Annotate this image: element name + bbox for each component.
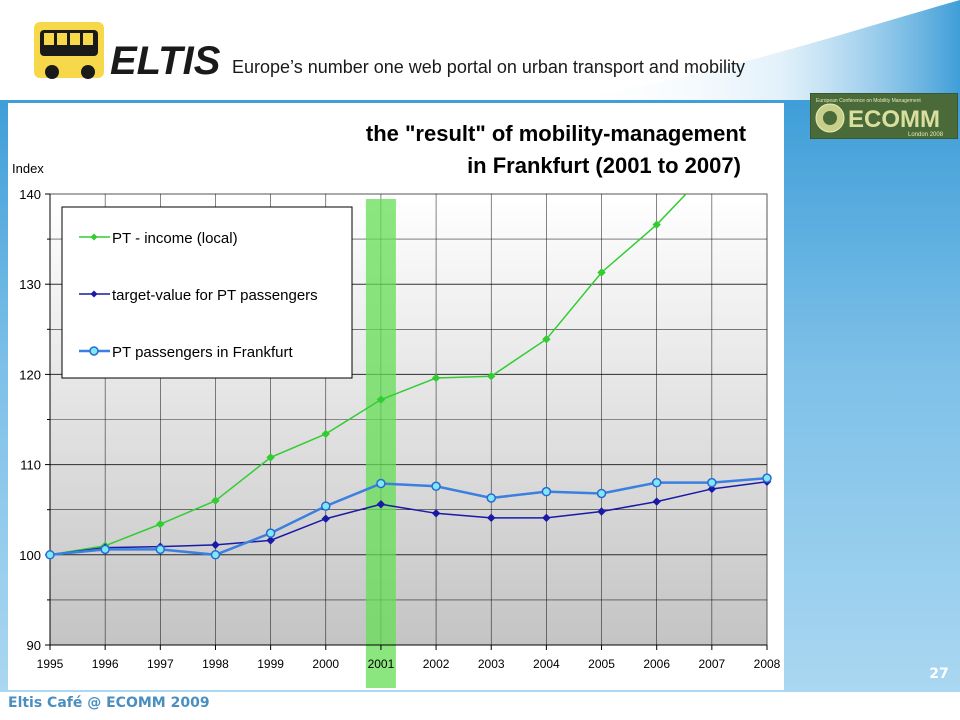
point-passengers — [45, 550, 55, 560]
y-axis-label: Index — [12, 161, 44, 176]
x-tick-label: 1999 — [257, 657, 284, 671]
legend-box — [61, 206, 353, 379]
point-target — [321, 514, 330, 523]
axes: 90 100 110 120 130 140 1995 1996 1997 1998 1999 200… — [19, 187, 780, 671]
point-passengers — [265, 528, 276, 538]
point-passengers — [210, 550, 221, 560]
point-income — [487, 371, 496, 381]
x-tick-label: 2004 — [533, 657, 560, 671]
point-passengers — [541, 486, 552, 497]
highlight-band-2001 — [365, 199, 396, 688]
x-tick-label: 2007 — [698, 657, 725, 671]
ecomm-logo: European Conference on Mobility Manageme… — [810, 93, 958, 139]
legend-label-income: PT - income (local) — [112, 230, 238, 247]
point-target — [652, 497, 661, 506]
bus-logo-icon — [34, 22, 104, 79]
point-income — [597, 268, 606, 277]
point-income — [156, 519, 165, 529]
footer-text: Eltis Café @ ECOMM 2009 — [8, 695, 210, 711]
header-graphics: ELTIS Europe’s number one web portal on … — [34, 0, 960, 100]
legend-label-target: target-value for PT passengers — [112, 287, 318, 304]
y-tick-label: 130 — [19, 277, 41, 292]
point-target — [707, 484, 717, 494]
point-passengers — [321, 501, 331, 511]
y-tick-label: 90 — [27, 638, 41, 653]
y-tick-label: 100 — [19, 548, 41, 563]
header-tagline: Europe’s number one web portal on urban … — [232, 57, 745, 77]
chart-title-line1: the "result" of mobility-management — [366, 121, 747, 146]
x-tick-label: 2000 — [312, 657, 339, 671]
ecomm-location: London 2008 — [908, 132, 944, 138]
point-passengers — [155, 544, 166, 555]
x-tick-label: 1997 — [147, 657, 174, 671]
series-line-income — [49, 194, 688, 556]
series-line-passengers — [49, 476, 768, 557]
slide-number: 27 — [929, 666, 949, 682]
point-income — [652, 220, 661, 229]
legend-marker-target — [90, 290, 98, 298]
eltis-logo-text: ELTIS — [110, 39, 221, 83]
point-passengers — [431, 481, 441, 491]
point-income — [431, 373, 441, 383]
point-income — [542, 335, 551, 344]
legend-marker-income — [90, 233, 98, 241]
legend: PT - income (local) target-value for PT p… — [61, 206, 353, 379]
point-passengers — [376, 478, 386, 489]
chart-title-line2: in Frankfurt (2001 to 2007) — [467, 153, 741, 178]
point-income — [266, 453, 275, 462]
ecomm-logo-text: ECOMM — [848, 106, 940, 133]
point-income — [211, 496, 220, 505]
x-tick-label: 1996 — [92, 657, 119, 671]
point-target — [211, 540, 220, 550]
x-tick-label: 1998 — [202, 657, 229, 671]
footer: Eltis Café @ ECOMM 2009 — [0, 692, 960, 720]
x-tick-label: 2002 — [423, 657, 450, 671]
point-target — [487, 513, 496, 523]
point-passengers — [596, 488, 607, 499]
y-tick-label: 110 — [20, 458, 41, 473]
legend-label-passengers: PT passengers in Frankfurt — [112, 344, 293, 361]
x-tick-label: 2005 — [588, 657, 615, 671]
point-passengers — [486, 493, 496, 503]
series-group — [45, 194, 772, 560]
legend-marker-passengers — [89, 346, 99, 356]
ecomm-subtext: European Conference on Mobility Manageme… — [816, 98, 921, 104]
point-income — [321, 429, 330, 439]
x-tick-label: 1995 — [37, 657, 64, 671]
series-line-target — [49, 480, 768, 556]
x-tick-label: 2001 — [368, 657, 395, 671]
point-passengers — [762, 473, 772, 483]
x-tick-label: 2006 — [643, 657, 670, 671]
point-target — [431, 509, 441, 518]
point-passengers — [707, 477, 717, 488]
point-target — [266, 536, 275, 545]
header-swoosh — [560, 0, 960, 100]
point-passengers — [100, 544, 110, 555]
y-tick-label: 120 — [19, 367, 41, 382]
x-tick-label: 2003 — [478, 657, 505, 671]
point-target — [376, 500, 386, 509]
point-target — [542, 513, 551, 523]
series-layer — [45, 194, 772, 560]
header: ELTIS Europe’s number one web portal on … — [0, 0, 960, 100]
y-tick-label: 140 — [19, 187, 41, 202]
x-tick-label: 2008 — [754, 657, 781, 671]
point-passengers — [651, 477, 662, 488]
point-income — [376, 395, 386, 404]
point-target — [597, 507, 606, 516]
